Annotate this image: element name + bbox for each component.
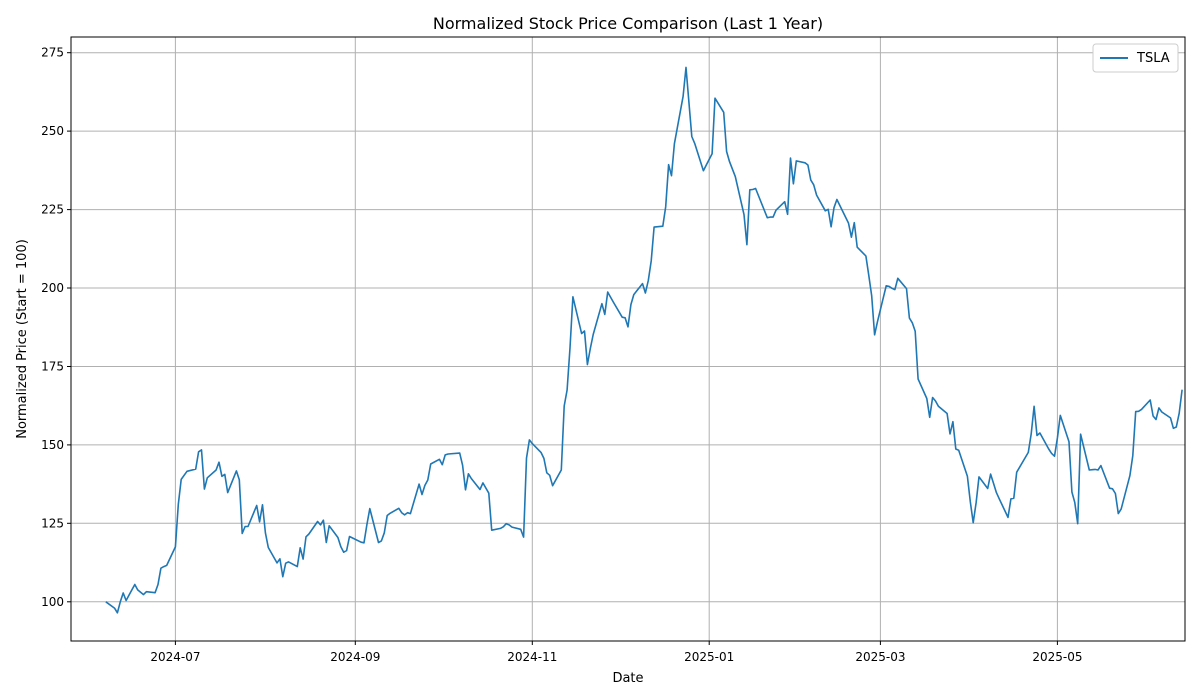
plot-frame bbox=[70, 36, 1186, 642]
x-tick-label: 2024-07 bbox=[150, 650, 200, 664]
x-axis-ticks: 2024-07 2024-09 2024-11 2025-01 2025-03 2025-… bbox=[150, 641, 1082, 664]
y-tick-label: 125 bbox=[41, 516, 64, 530]
series-layer bbox=[105, 66, 1183, 614]
y-tick-label: 200 bbox=[41, 281, 64, 295]
y-axis-ticks: 100 125 150 175 200 225 250 275 bbox=[41, 46, 71, 609]
x-tick-label: 2024-09 bbox=[330, 650, 380, 664]
legend-label-tsla: TSLA bbox=[1136, 51, 1170, 66]
x-tick-label: 2025-01 bbox=[684, 650, 734, 664]
y-axis-label: Normalized Price (Start = 100) bbox=[15, 239, 30, 439]
y-tick-label: 100 bbox=[41, 595, 64, 609]
chart-title: Normalized Stock Price Comparison (Last … bbox=[433, 14, 823, 33]
x-tick-label: 2025-03 bbox=[855, 650, 905, 664]
y-tick-label: 150 bbox=[41, 438, 64, 452]
y-tick-label: 250 bbox=[41, 124, 64, 138]
grid bbox=[71, 37, 1185, 641]
x-tick-label: 2025-05 bbox=[1032, 650, 1082, 664]
legend-box bbox=[1092, 43, 1179, 73]
y-tick-label: 225 bbox=[41, 203, 64, 217]
x-axis-label: Date bbox=[612, 671, 643, 686]
y-tick-label: 175 bbox=[41, 360, 64, 374]
legend: TSLA bbox=[1092, 43, 1179, 73]
y-tick-label: 275 bbox=[41, 46, 64, 60]
x-tick-label: 2024-11 bbox=[507, 650, 557, 664]
series-line-tsla bbox=[105, 66, 1183, 614]
